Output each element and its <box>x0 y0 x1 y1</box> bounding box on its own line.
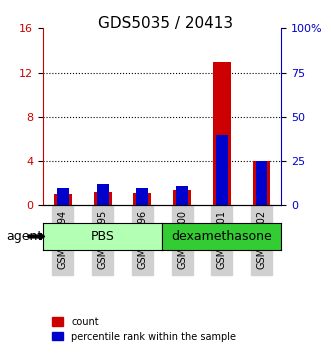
Bar <box>216 135 228 205</box>
Bar <box>253 161 270 205</box>
Bar <box>136 188 148 205</box>
Bar <box>176 186 188 205</box>
Bar <box>97 184 109 205</box>
Bar <box>133 193 151 205</box>
Bar <box>173 190 191 205</box>
Text: GDS5035 / 20413: GDS5035 / 20413 <box>98 16 233 31</box>
Bar <box>94 192 112 205</box>
Text: dexamethasone: dexamethasone <box>171 230 272 243</box>
Bar <box>54 194 72 205</box>
Bar <box>256 161 267 205</box>
Legend: count, percentile rank within the sample: count, percentile rank within the sample <box>48 313 240 346</box>
Text: PBS: PBS <box>91 230 115 243</box>
Text: agent: agent <box>7 230 43 243</box>
Bar <box>57 188 69 205</box>
Bar <box>213 62 231 205</box>
